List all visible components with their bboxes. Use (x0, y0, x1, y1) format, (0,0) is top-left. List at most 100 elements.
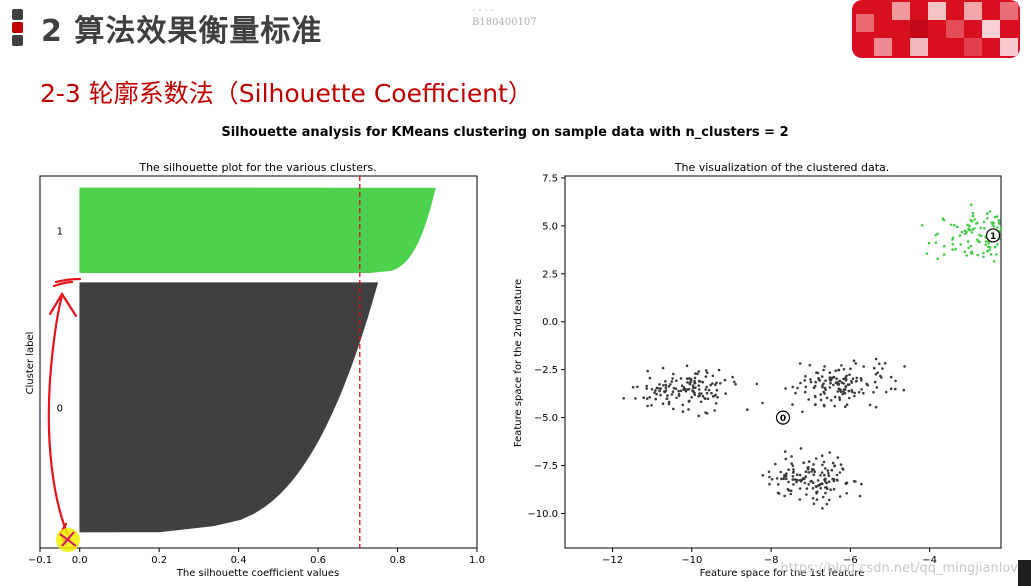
scatter-point-cluster-0 (824, 486, 827, 489)
scatter-point-cluster-0 (646, 404, 649, 408)
scatter-point-cluster-1 (995, 253, 998, 256)
scatter-point-cluster-0 (655, 392, 658, 396)
scatter-point-cluster-0 (889, 387, 893, 391)
scatter-point-cluster-0 (838, 398, 842, 402)
scatter-point-cluster-1 (989, 253, 993, 256)
scatter-point-cluster-0 (755, 382, 759, 386)
scatter-point-cluster-1 (976, 238, 979, 241)
scatter-point-cluster-0 (838, 396, 841, 399)
scatter-point-cluster-0 (873, 380, 877, 384)
scatter-point-cluster-1 (999, 227, 1003, 230)
scatter-point-cluster-0 (704, 411, 707, 414)
scatter-point-cluster-1 (970, 220, 974, 223)
silhouette-xtick-label: 0.6 (310, 555, 326, 566)
scatter-point-cluster-0 (646, 397, 649, 400)
scatter-point-cluster-0 (664, 383, 668, 387)
scatter-point-cluster-1 (927, 241, 931, 245)
scatter-point-cluster-1 (969, 244, 973, 248)
scatter-point-cluster-0 (761, 401, 764, 405)
scatter-point-cluster-0 (787, 480, 790, 484)
scatter-point-cluster-0 (682, 386, 686, 389)
scatter-point-cluster-0 (876, 371, 879, 375)
scatter-point-cluster-0 (665, 397, 669, 401)
scatter-point-cluster-0 (670, 380, 674, 383)
scatter-point-cluster-0 (819, 474, 822, 477)
scatter-point-cluster-0 (873, 366, 876, 370)
scatter-point-cluster-0 (807, 460, 811, 463)
footer-watermark: https://blog.csdn.net/qq_mingjianlove (780, 561, 1026, 576)
scatter-point-cluster-0 (697, 388, 701, 391)
scatter-point-cluster-0 (852, 480, 856, 483)
scatter-point-cluster-1 (955, 225, 959, 229)
scatter-point-cluster-0 (671, 390, 675, 394)
scatter-point-cluster-0 (794, 391, 797, 395)
scatter-point-cluster-0 (801, 410, 804, 414)
bullet-dark (12, 35, 23, 46)
scatter-point-cluster-1 (996, 243, 999, 246)
scatter-point-cluster-0 (835, 377, 838, 381)
scatter-point-cluster-0 (689, 379, 693, 382)
scatter-point-cluster-0 (836, 456, 840, 459)
scatter-point-cluster-0 (860, 482, 863, 486)
scatter-point-cluster-0 (821, 495, 825, 499)
scatter-point-cluster-0 (670, 393, 674, 396)
scatter-point-cluster-0 (697, 414, 700, 418)
scatter-point-cluster-0 (784, 457, 788, 461)
scatter-point-cluster-0 (705, 385, 708, 389)
scatter-point-cluster-0 (823, 365, 826, 368)
scatter-point-cluster-0 (701, 380, 704, 384)
cluster-center-label: 0 (780, 414, 786, 424)
scatter-point-cluster-0 (701, 394, 705, 398)
scatter-point-cluster-1 (992, 221, 995, 224)
cluster-label-0: 0 (57, 403, 63, 414)
scatter-point-cluster-0 (840, 364, 843, 367)
scatter-point-cluster-0 (862, 365, 865, 368)
scatter-point-cluster-0 (714, 402, 718, 405)
scatter-point-cluster-0 (782, 477, 785, 481)
scatter-point-cluster-0 (821, 463, 824, 467)
silhouette-xtick-label: −0.1 (28, 555, 52, 566)
slide-title: 2 算法效果衡量标准 (41, 14, 323, 49)
scatter-point-cluster-0 (802, 461, 805, 465)
scatter-point-cluster-0 (645, 387, 648, 390)
scatter-point-cluster-0 (837, 387, 841, 391)
scatter-point-cluster-1 (942, 219, 946, 222)
scatter-point-cluster-0 (795, 478, 799, 482)
scatter-point-cluster-0 (814, 485, 818, 488)
scatter-point-cluster-1 (963, 229, 967, 233)
scatter-point-cluster-0 (841, 468, 845, 471)
scatter-point-cluster-1 (976, 221, 979, 225)
scatter-point-cluster-0 (693, 376, 697, 380)
scatter-point-cluster-0 (682, 388, 685, 391)
scatter-point-cluster-0 (813, 394, 817, 398)
scatter-point-cluster-0 (830, 468, 834, 472)
scatter-point-cluster-0 (837, 368, 841, 372)
scatter-point-cluster-0 (799, 447, 803, 450)
scatter-point-cluster-0 (860, 379, 863, 382)
scatter-point-cluster-0 (802, 476, 805, 480)
scatter-point-cluster-0 (836, 381, 840, 384)
scatter-point-cluster-0 (706, 371, 709, 375)
scatter-point-cluster-1 (953, 223, 956, 227)
scatter-point-cluster-0 (823, 478, 826, 482)
scatter-point-cluster-0 (815, 498, 819, 501)
scatter-point-cluster-0 (843, 392, 847, 395)
scatter-point-cluster-0 (674, 387, 678, 391)
scatter-point-cluster-0 (875, 386, 879, 389)
scatter-point-cluster-0 (807, 471, 810, 474)
scatter-point-cluster-0 (711, 374, 715, 378)
scatter-point-cluster-0 (679, 389, 683, 393)
scatter-point-cluster-0 (796, 473, 799, 477)
scatter-point-cluster-1 (949, 223, 953, 227)
scatter-point-cluster-0 (808, 363, 812, 367)
scatter-point-cluster-0 (842, 368, 846, 371)
watermark-line-2: B180400107 (472, 17, 537, 28)
mosaic-logo (852, 0, 1020, 58)
silhouette-xtick-label: 0.4 (231, 555, 247, 566)
scatter-point-cluster-0 (844, 385, 847, 388)
scatter-point-cluster-0 (824, 491, 827, 495)
scatter-point-cluster-0 (811, 481, 815, 485)
scatter-point-cluster-0 (791, 403, 794, 406)
scatter-point-cluster-0 (883, 361, 887, 365)
scatter-point-cluster-0 (779, 470, 782, 474)
